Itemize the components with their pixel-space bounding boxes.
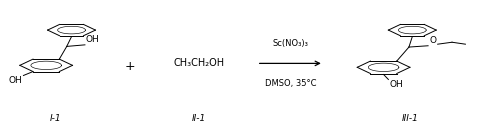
Text: I-1: I-1 [50, 114, 61, 123]
Text: OH: OH [86, 36, 100, 44]
Text: O: O [430, 36, 436, 45]
Text: +: + [125, 60, 135, 72]
Text: III-1: III-1 [401, 114, 419, 123]
Text: CH₃CH₂OH: CH₃CH₂OH [174, 58, 225, 68]
Text: OH: OH [389, 80, 403, 89]
Text: DMSO, 35°C: DMSO, 35°C [264, 79, 316, 88]
Text: II-1: II-1 [192, 114, 206, 123]
Text: Sc(NO₃)₃: Sc(NO₃)₃ [272, 39, 308, 48]
Text: OH: OH [9, 76, 23, 85]
